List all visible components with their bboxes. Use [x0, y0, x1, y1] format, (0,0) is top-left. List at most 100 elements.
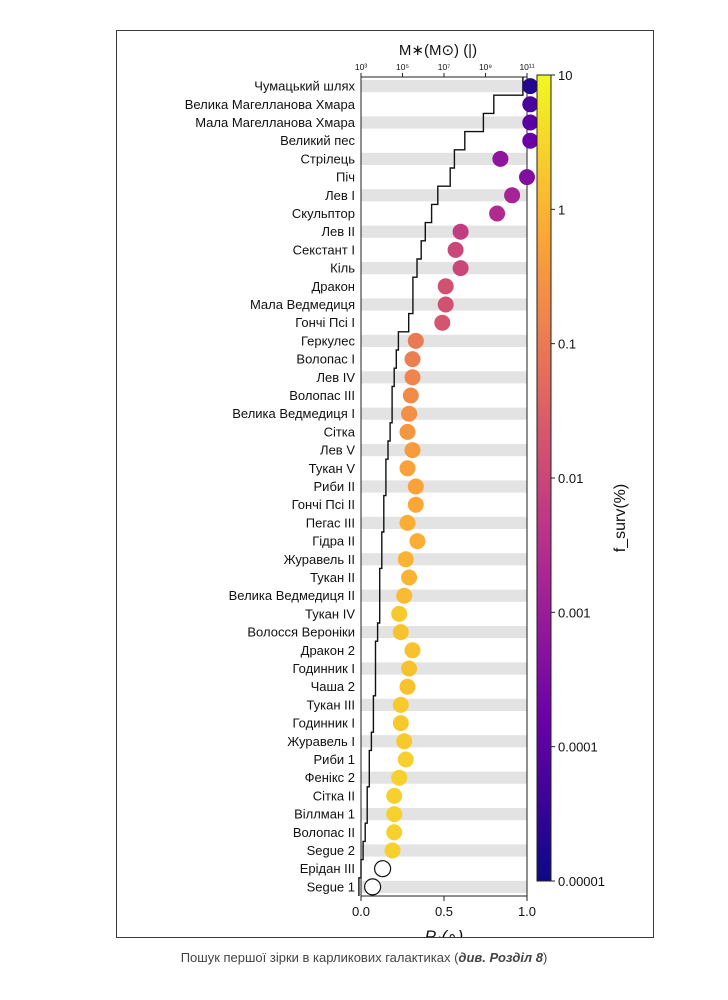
- point-9: [452, 223, 469, 240]
- mass-step-line: [358, 77, 524, 896]
- point-10: [447, 241, 464, 258]
- galaxy-label: Дракон: [311, 279, 355, 294]
- point-18: [402, 387, 419, 404]
- galaxy-label: Волопас II: [293, 825, 355, 840]
- galaxy-label: Годинник I: [293, 716, 356, 731]
- row-band: [361, 771, 527, 784]
- top-tick-label: 10⁹: [479, 62, 492, 72]
- galaxy-label: Кіль: [330, 261, 355, 276]
- point-40: [386, 787, 403, 804]
- galaxy-label: Segue 2: [307, 843, 355, 858]
- row-band: [361, 225, 527, 238]
- point-11: [452, 260, 469, 277]
- galaxy-labels: Чумацький шлях Велика Магелланова Хмара Ма…: [185, 79, 356, 895]
- galaxy-label: Сітка II: [313, 788, 355, 803]
- row-band: [361, 626, 527, 639]
- point-8: [489, 205, 506, 222]
- row-band: [361, 589, 527, 602]
- galaxy-label: Волосся Вероніки: [247, 625, 355, 640]
- row-band: [361, 116, 527, 129]
- x-tick-label: 1.0: [518, 904, 536, 919]
- galaxy-label: Волопас III: [289, 388, 355, 403]
- point-23: [407, 478, 424, 495]
- row-band: [361, 444, 527, 457]
- point-2: [522, 96, 539, 113]
- colorbar-tick-label: 10: [558, 68, 572, 83]
- galaxy-label: Дракон 2: [301, 643, 355, 658]
- point-24: [407, 496, 424, 513]
- galaxy-label: Тукан V: [309, 461, 356, 476]
- point-39: [391, 769, 408, 786]
- galaxy-label: Журавель II: [284, 552, 355, 567]
- galaxy-label: Гончі Псі I: [295, 315, 355, 330]
- point-44: [374, 860, 392, 878]
- row-band: [361, 698, 527, 711]
- top-tick-label: 10⁵: [396, 62, 409, 72]
- point-34: [399, 678, 416, 695]
- galaxy-label: Ерідан III: [300, 861, 355, 876]
- row-band: [361, 735, 527, 748]
- galaxy-label: Лев V: [320, 443, 355, 458]
- point-29: [396, 587, 413, 604]
- figure-panel: Чумацький шлях Велика Магелланова Хмара Ма…: [116, 30, 654, 938]
- row-band: [361, 480, 527, 493]
- colorbar-tick-label: 0.01: [558, 471, 583, 486]
- galaxy-label: Волопас I: [296, 352, 355, 367]
- row-band: [361, 189, 527, 202]
- galaxy-label: Мала Магелланова Хмара: [195, 115, 356, 130]
- point-13: [437, 296, 454, 313]
- colorbar: 10 1 0.1 0.01 0.001 0.0001 0.00001 f_surv(%): [536, 68, 629, 889]
- galaxy-label: Лев IV: [316, 370, 355, 385]
- top-tick-label: 10¹¹: [519, 62, 534, 72]
- point-14: [434, 314, 451, 331]
- galaxy-label: Геркулес: [301, 333, 355, 348]
- galaxy-label: Гідра II: [312, 534, 355, 549]
- row-band: [361, 808, 527, 821]
- galaxy-label: Сітка: [324, 424, 356, 439]
- data-points: [364, 78, 539, 896]
- point-3: [522, 114, 539, 131]
- galaxy-label: Лев II: [321, 224, 355, 239]
- galaxy-label: Годинник I: [293, 661, 356, 676]
- galaxy-label: Segue 1: [307, 879, 355, 894]
- point-41: [386, 806, 403, 823]
- point-1: [522, 78, 539, 95]
- point-5: [492, 150, 509, 167]
- row-band: [361, 662, 527, 675]
- galaxy-label: Гончі Псі II: [292, 497, 355, 512]
- colorbar-tick-label: 0.00001: [558, 874, 605, 889]
- figure-caption: Пошук першої зірки в карликових галактик…: [0, 950, 728, 965]
- point-28: [401, 569, 418, 586]
- galaxy-label: Стрілець: [301, 151, 356, 166]
- point-19: [401, 405, 418, 422]
- x-axis: 0.0 0.5 1.0 P₁(∘): [352, 896, 536, 937]
- galaxy-label: Фенікс 2: [305, 770, 355, 785]
- galaxy-label: Тукан II: [310, 570, 355, 585]
- point-37: [396, 733, 413, 750]
- point-21: [404, 442, 421, 459]
- colorbar-tick-label: 0.001: [558, 605, 591, 620]
- top-axis-label: M∗(M⊙) (|): [399, 42, 477, 59]
- top-tick-label: 10⁷: [438, 62, 451, 72]
- galaxy-label: Велика Ведмедиця II: [229, 588, 355, 603]
- point-25: [399, 514, 416, 531]
- point-4: [522, 132, 539, 149]
- point-6: [519, 169, 535, 186]
- point-42: [386, 824, 403, 841]
- galaxy-label: Журавель I: [287, 734, 355, 749]
- row-band: [361, 334, 527, 347]
- point-26: [409, 533, 426, 550]
- galaxy-label: Пегас III: [306, 515, 355, 530]
- x-tick-label: 0.5: [435, 904, 453, 919]
- point-36: [392, 715, 409, 732]
- row-band: [361, 152, 527, 165]
- caption-reference: див. Розділ 8: [458, 950, 543, 965]
- top-mass-axis: 10³ 10⁵ 10⁷ 10⁹ 10¹¹ M∗(M⊙) (|): [355, 42, 535, 77]
- colorbar-tick-label: 0.1: [558, 337, 576, 352]
- point-16: [404, 351, 421, 368]
- galaxy-label: Тукан III: [306, 697, 355, 712]
- point-22: [399, 460, 416, 477]
- galaxy-label: Скульптор: [292, 206, 355, 221]
- point-33: [401, 660, 418, 677]
